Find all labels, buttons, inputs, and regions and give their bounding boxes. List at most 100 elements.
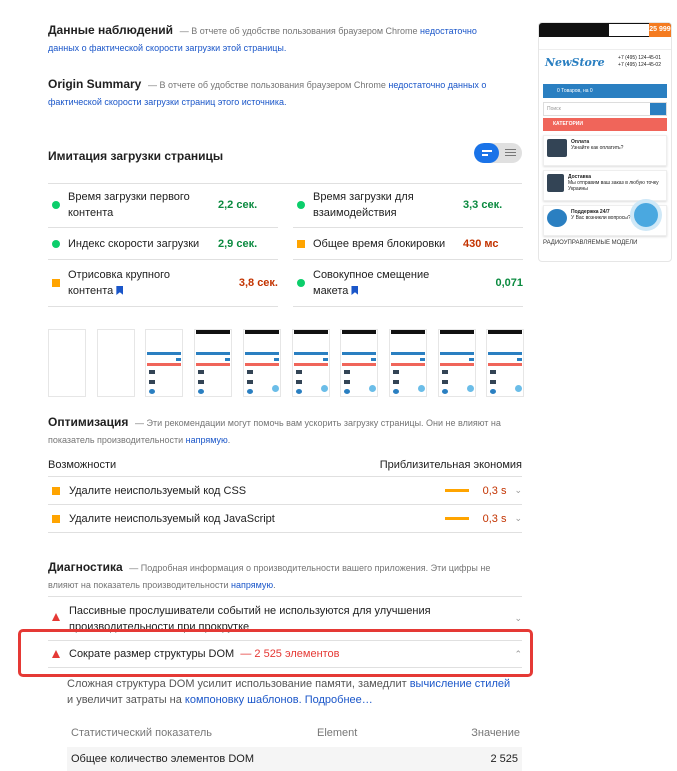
savings-value: 0,3 s [482, 512, 507, 525]
average-icon [52, 514, 60, 523]
audit-passive-listeners[interactable]: Пассивные прослушиватели событий не испо… [48, 597, 522, 633]
filmstrip-frame [48, 329, 86, 397]
metric-label: Индекс скорости загрузки [68, 237, 200, 250]
metric-value: 2,2 сек. [218, 199, 258, 211]
table-header: Статистический показатель Element Значение [71, 727, 520, 739]
opportunities-title: Оптимизация [48, 415, 129, 429]
metric-item: Общее время блокировки 430 мс [293, 228, 523, 260]
list-view-icon[interactable] [505, 149, 516, 156]
diagnostics-link[interactable]: напрямую [231, 580, 274, 590]
compact-view-icon[interactable] [474, 143, 499, 163]
highlight-box [18, 629, 533, 677]
categories-bar: КАТЕГОРИИ [543, 118, 667, 131]
chevron-up-icon[interactable]: ⌃ [514, 648, 522, 659]
pass-icon [52, 201, 60, 209]
origin-summary-link[interactable]: недостаточно данных о фактической скорос… [48, 80, 487, 107]
bookmark-icon[interactable] [351, 286, 359, 295]
chevron-down-icon[interactable]: ⌄ [514, 513, 522, 523]
field-data-link[interactable]: недостаточно данных о фактической скорос… [48, 26, 477, 53]
fail-icon [52, 650, 60, 658]
filmstrip-frame [96, 329, 135, 397]
info-card: Оплата Узнайте как оплатить? [543, 135, 667, 166]
final-screenshot: 25 999 NewStore +7 (495) 124-45-01 +7 (49… [538, 22, 672, 262]
savings-value: 0,3 s [482, 484, 507, 497]
phone-call-icon [634, 203, 658, 227]
savings-bar [444, 517, 469, 520]
pass-icon [52, 239, 60, 248]
metric-item: Индекс скорости загрузки 2,9 сек. [48, 228, 278, 260]
audit-display-value: — 2 525 элементов [240, 648, 340, 660]
site-footer-heading: РАДИОУПРАВЛЯЕМЫЕ МОДЕЛИ [543, 240, 638, 246]
origin-summary-desc: — В отчете об удобстве пользования брауз… [148, 80, 389, 90]
chevron-down-icon[interactable]: ⌄ [514, 613, 522, 623]
lab-title: Имитация загрузки страницы [48, 149, 224, 163]
bookmark-icon[interactable] [116, 286, 124, 295]
origin-summary-title: Origin Summary [48, 77, 142, 91]
diagnostics-desc: — Подробная информация о производительно… [48, 563, 491, 590]
layout-link[interactable]: компоновку шаблонов. [184, 694, 302, 706]
metric-value: 3,8 сек. [238, 277, 278, 289]
opportunities-header: Возможности Приблизительная экономия [48, 453, 522, 477]
metric-label: Отрисовка крупного контента [68, 269, 171, 297]
opportunities-desc: — Эти рекомендации могут помочь вам уско… [48, 418, 501, 445]
pass-icon [297, 279, 305, 287]
average-icon [297, 239, 305, 248]
site-logo: NewStore [545, 56, 605, 69]
opportunity-label: Удалите неиспользуемый код JavaScript [69, 512, 275, 525]
audit-description: Сложная структура DOM усилит использован… [67, 678, 511, 706]
phone-2: +7 (495) 124-45-02 [618, 62, 661, 68]
filmstrip-frame [194, 329, 233, 397]
metric-item: Время загрузки для взаимодействия 3,3 сек… [293, 183, 523, 228]
origin-summary-section: Origin Summary — В отчете об удобстве по… [48, 76, 508, 110]
filmstrip-frame [242, 329, 281, 397]
metric-item: Отрисовка крупного контента 3,8 сек. [48, 260, 278, 307]
metric-label: Совокупное смещение макета [313, 269, 430, 297]
average-icon [52, 279, 60, 287]
phone-1: +7 (495) 124-45-01 [618, 55, 661, 61]
view-toggle[interactable] [474, 143, 522, 163]
diagnostics-title: Диагностика [48, 560, 123, 574]
filmstrip-frame [291, 329, 330, 397]
audit-label: Сократе размер структуры DOM [69, 648, 235, 660]
site-search: Поиск [547, 106, 561, 112]
metric-label: Время загрузки для взаимодействия [313, 191, 414, 219]
opportunities-link[interactable]: напрямую [185, 435, 228, 445]
filmstrip-frame [486, 329, 525, 397]
audit-dom-size[interactable]: Сократе размер структуры DOM — 2 525 эле… [48, 640, 522, 668]
metric-value: 3,3 сек. [463, 199, 503, 211]
style-calc-link[interactable]: вычисление стилей [409, 678, 511, 690]
col-savings: Приблизительная экономия [379, 458, 522, 471]
filmstrip-frame [340, 329, 379, 397]
cart-bar: 0 Товаров, на 0 [543, 84, 667, 98]
metric-value: 0,071 [495, 277, 523, 289]
promo-badge: 25 999 [649, 23, 671, 37]
opportunity-item[interactable]: Удалите неиспользуемый код JavaScript 0,3… [48, 505, 522, 533]
field-data-desc: — В отчете об удобстве пользования брауз… [179, 26, 421, 36]
fail-icon [52, 613, 60, 621]
table-row: Общее количество элементов DOM 2 525 [67, 747, 522, 771]
chevron-down-icon[interactable]: ⌄ [514, 485, 522, 495]
pass-icon [297, 201, 305, 209]
metric-label: Время загрузки первого контента [68, 191, 190, 219]
metric-value: 430 мс [463, 237, 499, 250]
metric-value: 2,9 сек. [218, 237, 258, 250]
metric-item: Совокупное смещение макета 0,071 [293, 260, 523, 307]
metric-item: Время загрузки первого контента 2,2 сек. [48, 183, 278, 228]
divider [48, 183, 522, 184]
filmstrip-frame [388, 329, 427, 397]
filmstrip-frame [437, 329, 476, 397]
opportunities-section: Оптимизация — Эти рекомендации могут пом… [48, 415, 501, 445]
filmstrip-frame [145, 329, 184, 397]
learn-more-link[interactable]: Подробнее… [304, 694, 373, 706]
savings-bar [444, 489, 469, 492]
opportunity-item[interactable]: Удалите неиспользуемый код CSS 0,3 s ⌄ [48, 477, 522, 505]
col-opportunity: Возможности [48, 458, 117, 471]
average-icon [52, 486, 60, 495]
field-data-title: Данные наблюдений [48, 23, 174, 37]
opportunity-label: Удалите неиспользуемый код CSS [69, 484, 247, 497]
info-card: Поддержка 24/7 У Вас возникли вопросы? [543, 205, 667, 236]
info-card: Доставка Мы отправим ваш заказ в любую то… [543, 170, 667, 201]
field-data-section: Данные наблюдений — В отчете об удобстве… [48, 22, 508, 56]
metric-label: Общее время блокировки [313, 237, 446, 250]
diagnostics-section: Диагностика — Подробная информация о про… [48, 560, 491, 590]
